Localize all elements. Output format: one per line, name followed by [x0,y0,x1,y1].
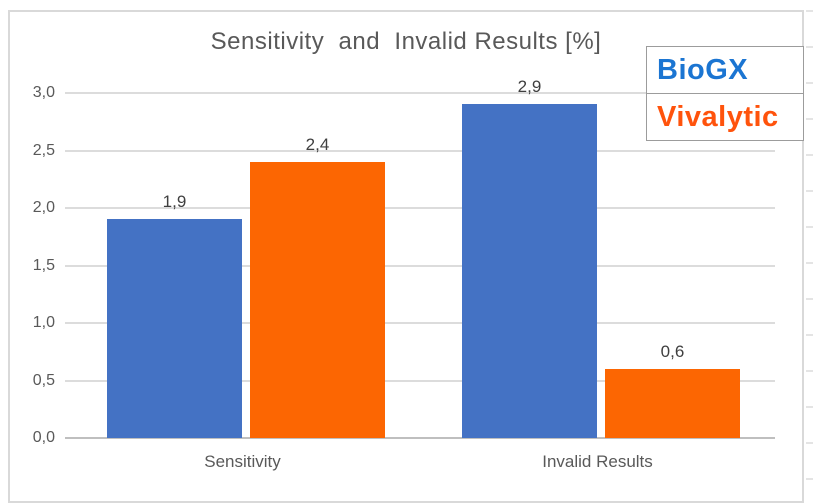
y-axis-tick-label: 1,0 [32,314,55,331]
gridline [65,322,775,324]
bar-value-label: 1,9 [162,192,187,211]
gridline [65,92,775,94]
gridline [65,379,775,382]
gridline [65,149,775,152]
x-axis-line [65,437,775,439]
bar-value-label: 2,4 [305,135,330,154]
legend-label-biogx: BioGX [657,53,749,86]
chart-frame: Sensitivity and Invalid Results [%] 3,0 2… [8,10,804,503]
x-axis-category-label: Sensitivity [204,452,281,471]
legend-item-biogx: BioGX [647,47,803,94]
bar-vivalytic-1 [605,369,740,438]
y-axis-tick-label: 3,0 [32,84,55,101]
y-axis-tick-label: 0,0 [32,429,55,446]
legend-item-vivalytic: Vivalytic [647,94,803,140]
spreadsheet-gridline-strip [806,10,813,483]
y-axis-tick-label: 2,0 [32,199,55,216]
bar-biogx-1 [462,104,597,438]
y-axis-tick-label: 1,5 [32,256,55,274]
gridline [65,264,775,267]
y-axis-tick-label: 2,5 [32,141,55,159]
bar-biogx-0 [107,219,242,438]
gridline [65,207,775,209]
y-axis-tick-label: 0,5 [32,371,55,389]
legend-label-vivalytic: Vivalytic [657,100,779,133]
legend: BioGX Vivalytic [646,46,804,141]
plot-area: 3,0 2,5 2,0 1,5 1,0 0,5 0,0 1,9 2,9 2,4 0,6 Sensiti… [33,77,775,471]
x-axis-category-label: Invalid Results [542,452,653,471]
bar-value-label: 2,9 [517,77,542,96]
page: { "chart_data": { "type": "bar", "title"… [8,10,813,503]
bar-value-label: 0,6 [660,342,685,361]
chart-title: Sensitivity and Invalid Results [%] [210,28,602,55]
bar-vivalytic-0 [250,162,385,438]
